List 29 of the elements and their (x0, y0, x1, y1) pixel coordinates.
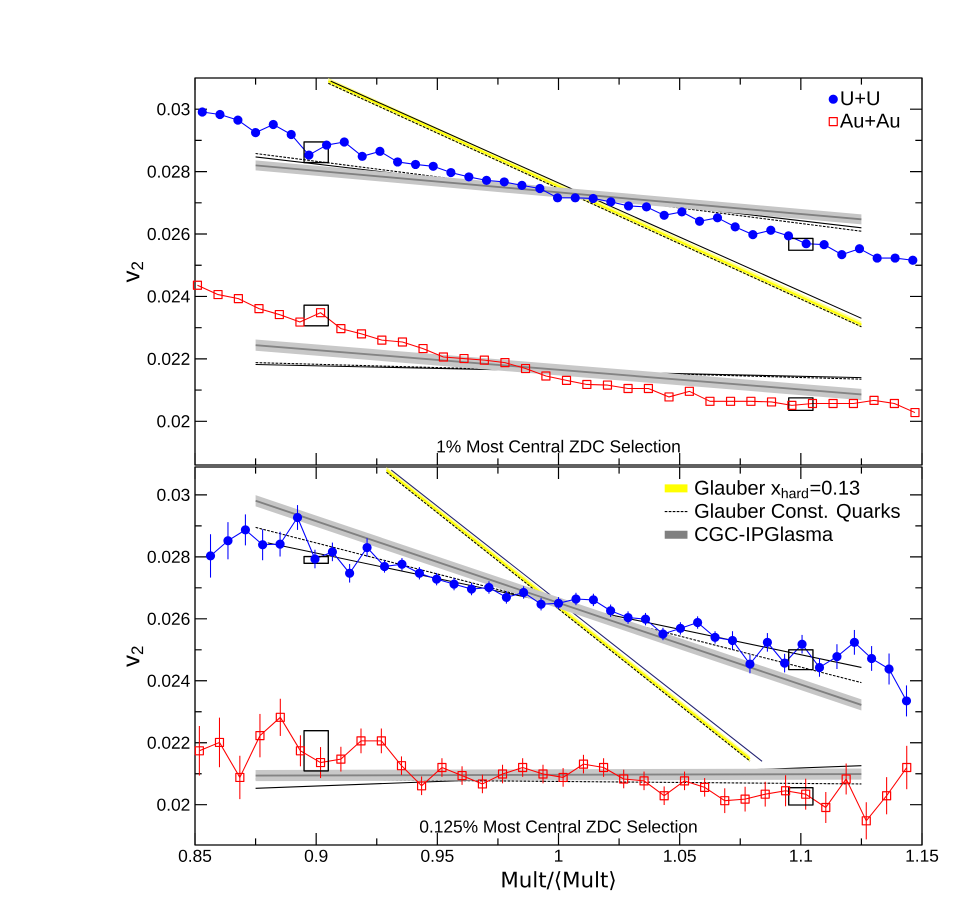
x-tick-label: 1.1 (790, 850, 812, 862)
y-axis-title: v$_{2}$ (126, 646, 144, 667)
y-tick-label: 0.03 (157, 488, 190, 502)
x-tick-label: 1.05 (664, 850, 696, 862)
y-tick-label: 0.03 (157, 103, 190, 116)
y-axis-title: v$_{2}$ (126, 262, 144, 282)
y-tick-label: 0.028 (148, 165, 190, 178)
y-tick-label: 0.026 (148, 612, 190, 625)
x-tick-label: 1 (555, 850, 562, 862)
legend-label: CGC-IPGlasma (695, 526, 834, 542)
annotation: 1% Most Central ZDC Selection (437, 440, 680, 453)
x-tick-label: 0.95 (421, 850, 454, 862)
legend-label: Glauber Const. Quarks (695, 503, 900, 522)
legend-label: U+U (841, 91, 879, 106)
x-tick-label: 1.15 (906, 850, 938, 862)
annotation: 0.125% Most Central ZDC Selection (420, 820, 697, 833)
y-tick-label: 0.024 (148, 290, 190, 303)
x-tick-label: 0.9 (304, 850, 328, 862)
x-tick-label: 0.85 (178, 850, 212, 862)
legend-label: Au+Au (840, 114, 900, 128)
y-tick-label: 0.022 (148, 352, 190, 366)
y-tick-label: 0.024 (148, 674, 190, 687)
y-tick-label: 0.026 (148, 228, 190, 240)
y-tick-label: 0.02 (157, 415, 190, 428)
y-tick-label: 0.02 (157, 798, 190, 811)
y-tick-label: 0.022 (148, 736, 190, 749)
y-tick-label: 0.028 (148, 550, 190, 563)
x-axis-title: Mult/⟨Mult⟩ (502, 871, 615, 890)
legend-label: Glauber x$_{hard}$=0.13 (695, 480, 860, 498)
